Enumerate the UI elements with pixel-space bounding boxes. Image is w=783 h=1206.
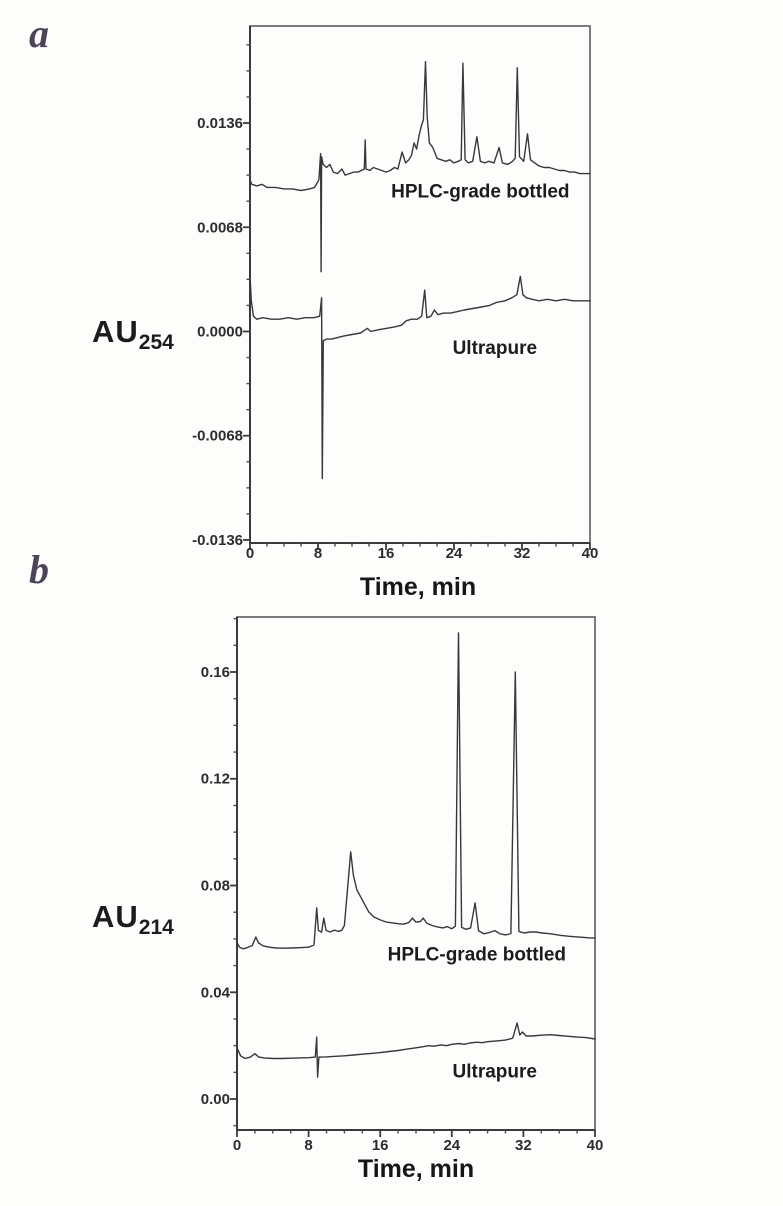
y-axis-title-a-sub: 254 — [138, 331, 174, 354]
x-tick-label: 8 — [314, 545, 322, 562]
x-tick-label: 40 — [582, 545, 599, 562]
chromatogram-chart-b: 0.16 0.12 0.08 0.04 0.00 0 8 16 24 32 40 HPLC-grade… — [201, 616, 604, 1183]
y-tick-label: 0.0136 — [197, 115, 243, 132]
series-label-hplc-grade-bottled: HPLC-grade bottled — [391, 181, 569, 202]
y-tick-label: 0.16 — [201, 664, 230, 681]
series-label-ultrapure: Ultrapure — [453, 338, 537, 359]
y-axis-title-a-main: AU — [92, 314, 139, 349]
y-axis-title-b-main: AU — [92, 899, 139, 934]
y-axis-title-b: AU214 — [92, 901, 174, 938]
trace-hplc-grade-bottled — [236, 632, 596, 950]
x-tick-label: 0 — [246, 545, 254, 562]
panel-letter-a: a — [29, 11, 49, 56]
y-tick-label: 0.00 — [201, 1091, 230, 1108]
series-label-hplc-grade-bottled: HPLC-grade bottled — [388, 944, 566, 965]
trace-ultrapure — [249, 274, 591, 480]
x-axis-title-b: Time, min — [358, 1155, 474, 1183]
y-tick-label: 0.0068 — [197, 219, 243, 236]
y-tick-label: -0.0136 — [192, 532, 243, 549]
panel-letter-b: b — [29, 547, 49, 592]
y-tick-label: -0.0068 — [192, 428, 243, 445]
y-axis-title-b-sub: 214 — [138, 916, 174, 939]
x-tick-label: 16 — [378, 545, 395, 562]
x-tick-label: 8 — [304, 1137, 312, 1154]
x-tick-label: 24 — [443, 1137, 460, 1154]
trace-hplc-grade-bottled — [249, 61, 591, 273]
x-tick-label: 16 — [372, 1137, 389, 1154]
series-label-ultrapure: Ultrapure — [453, 1062, 537, 1083]
y-tick-label: 0.12 — [201, 771, 230, 788]
plot-frame — [236, 616, 596, 1131]
y-tick-label: 0.04 — [201, 984, 231, 1001]
y-tick-label: 0.0000 — [197, 323, 243, 340]
y-tick-label: 0.08 — [201, 878, 230, 895]
x-tick-label: 32 — [514, 545, 531, 562]
x-axis-title-a: Time, min — [360, 573, 476, 601]
trace-ultrapure — [236, 1022, 596, 1078]
y-axis-title-a: AU254 — [92, 316, 174, 353]
x-tick-label: 40 — [587, 1137, 604, 1154]
plot-area-b: 0.16 0.12 0.08 0.04 0.00 0 8 16 24 32 40 HPLC-grade… — [201, 616, 604, 1154]
x-tick-label: 0 — [233, 1137, 241, 1154]
plot-frame — [249, 25, 591, 544]
x-tick-label: 24 — [446, 545, 463, 562]
x-tick-label: 32 — [515, 1137, 532, 1154]
